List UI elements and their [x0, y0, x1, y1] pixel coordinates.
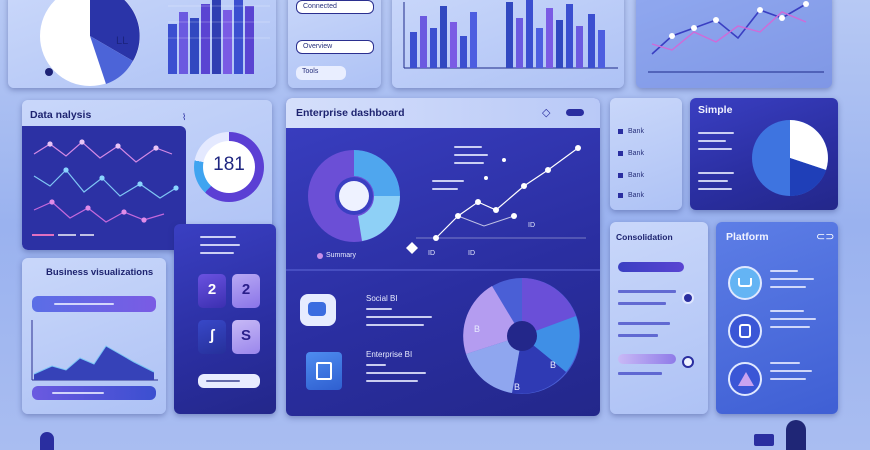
square-bullet-icon [618, 193, 623, 198]
enterprise-bi-icon[interactable] [306, 352, 342, 390]
tiles-action-bar[interactable] [198, 374, 260, 388]
data-analysis-chart-area [22, 126, 186, 250]
consolidation-bar[interactable] [618, 262, 684, 272]
enterprise-header: Enterprise dashboard ◇ [286, 98, 600, 128]
connected-field[interactable]: Connected [296, 0, 374, 14]
top-center-form-card: Connected Overview Tools [288, 0, 381, 88]
bottom-laptop [754, 434, 774, 446]
tile-a[interactable]: 2 [198, 274, 226, 308]
pie-label-3: B [514, 382, 521, 392]
tile-d[interactable]: S [232, 320, 260, 354]
bottom-figure-right [786, 420, 806, 450]
line-chart [636, 0, 832, 88]
wifi-icon: ⌇ [182, 112, 187, 122]
consolidation-panel: Consolidation [610, 222, 708, 414]
consolidation-slider[interactable] [618, 354, 676, 364]
circle-toggle-icon[interactable] [682, 356, 694, 368]
data-analysis-panel: Data nalysis ⌇ 181 [22, 100, 272, 250]
bar-chart [403, 0, 618, 69]
top-center-bar-card [392, 0, 624, 88]
overview-field[interactable]: Overview [296, 40, 374, 54]
enterprise-dashboard-panel: Enterprise dashboard ◇ Summary ID [286, 98, 600, 416]
business-visualizations-panel: Business visualizations [22, 258, 166, 414]
platform-panel: Platform ⊂⊃ [716, 222, 838, 414]
panel-title: Platform [726, 231, 769, 243]
enterprise-charts [286, 145, 600, 394]
simple-panel: Simple [690, 98, 838, 210]
axis-label-2: ID [468, 250, 475, 257]
pie-label-1: B [474, 324, 481, 334]
top-right-line-card [636, 0, 832, 88]
diamond-icon[interactable]: ◇ [542, 107, 551, 119]
panel-title: Business visualizations [46, 267, 154, 278]
area-chart [31, 320, 158, 381]
gauge: 181 [194, 132, 264, 202]
pie-label-2: B [550, 360, 557, 370]
svg-text:LL: LL [116, 35, 128, 47]
pie-chart: LL [40, 0, 270, 86]
panel-title: Data nalysis [30, 109, 92, 121]
social-bi-icon[interactable] [300, 294, 336, 326]
tile-b[interactable]: 2 [232, 274, 260, 308]
square-bullet-icon [618, 173, 623, 178]
enterprise-toggle[interactable] [566, 109, 584, 116]
link-icon[interactable]: ⊂⊃ [816, 231, 835, 243]
platform-icon-1[interactable] [728, 266, 762, 300]
enterprise-bi-title: Enterprise BI [366, 350, 413, 359]
donut-legend: Summary [326, 252, 356, 259]
business-filter-bar[interactable] [32, 296, 156, 312]
simple-pie-chart [752, 120, 828, 196]
tiles-panel: 2 2 ʃ S [174, 224, 276, 414]
business-summary-bar[interactable] [32, 386, 156, 400]
stack-list-panel: ​ Bank Bank Bank Bank [610, 98, 682, 210]
social-bi-title: Social BI [366, 294, 398, 303]
network-line-chart [32, 139, 179, 236]
panel-title: Simple [698, 104, 733, 116]
circle-toggle-icon[interactable] [682, 292, 694, 304]
top-left-pie-card: LL [8, 0, 276, 88]
gauge-value: 181 [213, 154, 245, 175]
panel-title: Enterprise dashboard [296, 107, 405, 119]
square-bullet-icon [618, 129, 623, 134]
bottom-figure-left [40, 432, 54, 450]
axis-label-1: ID [428, 250, 435, 257]
tools-field[interactable]: Tools [296, 66, 346, 80]
panel-title: Consolidation [616, 232, 673, 242]
axis-label-3: ID [528, 222, 535, 229]
platform-icon-2[interactable] [728, 314, 762, 348]
platform-icon-3[interactable] [728, 362, 762, 396]
tile-c[interactable]: ʃ [198, 320, 226, 354]
square-bullet-icon [618, 151, 623, 156]
